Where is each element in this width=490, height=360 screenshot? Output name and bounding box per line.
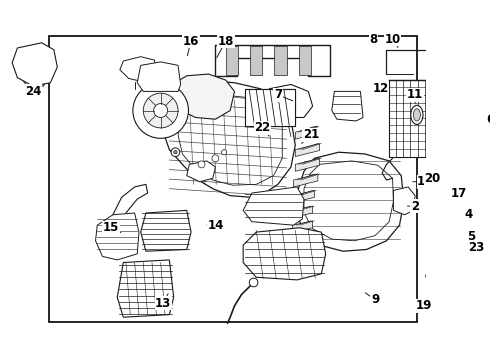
Polygon shape bbox=[295, 144, 319, 157]
Polygon shape bbox=[226, 46, 238, 75]
Text: 9: 9 bbox=[371, 293, 379, 306]
Bar bbox=[49, 36, 417, 323]
Text: 16: 16 bbox=[183, 35, 199, 48]
Polygon shape bbox=[393, 187, 415, 215]
Bar bbox=[389, 80, 440, 157]
Polygon shape bbox=[295, 158, 319, 171]
Circle shape bbox=[173, 150, 177, 154]
Text: 6: 6 bbox=[487, 113, 490, 126]
Polygon shape bbox=[269, 85, 313, 117]
Text: 1: 1 bbox=[417, 175, 425, 188]
Circle shape bbox=[154, 104, 168, 117]
Text: 24: 24 bbox=[25, 85, 41, 98]
Text: 19: 19 bbox=[416, 300, 432, 312]
Polygon shape bbox=[16, 50, 50, 86]
Text: 22: 22 bbox=[254, 121, 270, 134]
Text: 11: 11 bbox=[407, 89, 423, 102]
Polygon shape bbox=[243, 187, 304, 225]
Polygon shape bbox=[295, 126, 317, 139]
Polygon shape bbox=[294, 174, 318, 187]
Circle shape bbox=[143, 93, 178, 128]
Polygon shape bbox=[187, 161, 216, 182]
Polygon shape bbox=[96, 213, 139, 260]
Circle shape bbox=[133, 83, 189, 138]
Ellipse shape bbox=[414, 109, 420, 121]
Polygon shape bbox=[137, 62, 181, 91]
Text: 12: 12 bbox=[372, 82, 389, 95]
Polygon shape bbox=[297, 152, 404, 251]
Text: 5: 5 bbox=[466, 230, 475, 243]
Ellipse shape bbox=[411, 105, 423, 125]
Polygon shape bbox=[12, 43, 57, 86]
Polygon shape bbox=[274, 46, 287, 75]
Text: 4: 4 bbox=[465, 208, 473, 221]
Polygon shape bbox=[430, 211, 459, 245]
Circle shape bbox=[212, 155, 219, 162]
Polygon shape bbox=[250, 46, 262, 75]
Polygon shape bbox=[163, 80, 295, 197]
Polygon shape bbox=[459, 248, 490, 289]
Polygon shape bbox=[243, 228, 326, 280]
Text: 15: 15 bbox=[103, 221, 120, 234]
Polygon shape bbox=[141, 210, 191, 251]
Text: 2: 2 bbox=[411, 199, 419, 212]
Text: 10: 10 bbox=[385, 33, 401, 46]
Circle shape bbox=[221, 150, 227, 155]
Text: 13: 13 bbox=[155, 297, 172, 310]
Text: 14: 14 bbox=[207, 219, 223, 232]
Polygon shape bbox=[245, 89, 295, 126]
Circle shape bbox=[427, 190, 438, 201]
Polygon shape bbox=[299, 46, 311, 75]
Circle shape bbox=[171, 148, 180, 157]
Polygon shape bbox=[293, 221, 313, 232]
Polygon shape bbox=[120, 57, 156, 82]
Text: 20: 20 bbox=[424, 172, 441, 185]
Text: 7: 7 bbox=[274, 89, 282, 102]
Polygon shape bbox=[425, 265, 452, 291]
Text: 8: 8 bbox=[369, 33, 378, 46]
Text: 18: 18 bbox=[218, 35, 234, 48]
Polygon shape bbox=[117, 260, 173, 317]
Polygon shape bbox=[293, 190, 315, 203]
Text: 17: 17 bbox=[450, 186, 466, 199]
Text: 23: 23 bbox=[468, 241, 484, 254]
Circle shape bbox=[427, 270, 438, 281]
Polygon shape bbox=[293, 206, 313, 217]
Circle shape bbox=[198, 161, 205, 168]
Polygon shape bbox=[332, 91, 363, 121]
Circle shape bbox=[439, 280, 447, 289]
Circle shape bbox=[249, 278, 258, 287]
Polygon shape bbox=[165, 74, 235, 119]
Text: 21: 21 bbox=[303, 128, 319, 141]
